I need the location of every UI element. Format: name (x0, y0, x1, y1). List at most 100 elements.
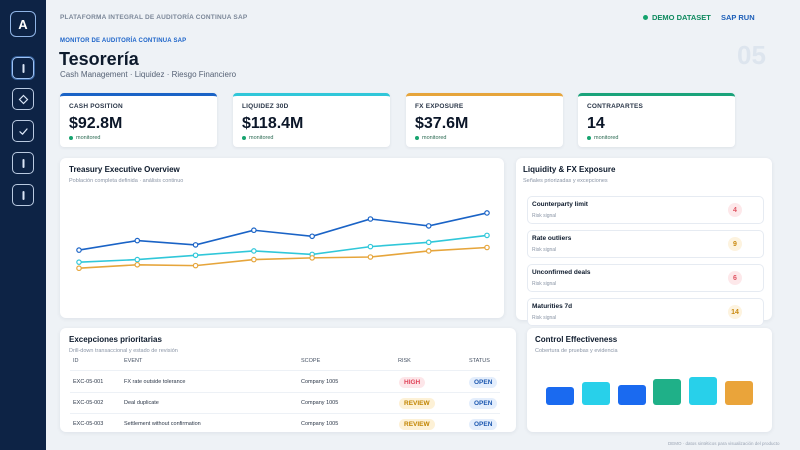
nav-item-controls[interactable] (12, 88, 34, 110)
nav-item-reports[interactable] (12, 152, 34, 174)
kpi-value: 14 (587, 115, 605, 132)
nav-item-review[interactable] (12, 120, 34, 142)
sidebar: A (0, 0, 46, 450)
data-point[interactable] (251, 227, 257, 234)
overview-line-chart (76, 210, 490, 272)
data-point[interactable] (134, 256, 141, 263)
data-point[interactable] (76, 265, 82, 272)
status-dot-icon (587, 136, 591, 140)
data-point[interactable] (192, 262, 199, 269)
exceptions-panel (60, 328, 516, 432)
data-point[interactable] (192, 242, 199, 248)
effectiveness-bar[interactable] (653, 379, 682, 405)
overview-subtitle: Población completa definida · análisis c… (69, 178, 184, 184)
exceptions-title: Excepciones prioritarias (69, 335, 162, 344)
series-line-2 (78, 246, 488, 270)
data-point[interactable] (425, 223, 432, 229)
data-point[interactable] (251, 256, 257, 263)
effectiveness-bar[interactable] (546, 386, 574, 405)
kpi-value: $37.6M (415, 115, 469, 132)
page-subtitle: Cash Management · Liquidez · Riesgo Fina… (60, 70, 237, 79)
row-divider (70, 413, 500, 414)
cell-event: Settlement without confirmation (124, 421, 201, 427)
sap-run-link[interactable]: SAP RUN (721, 13, 755, 22)
effectiveness-bar[interactable] (689, 376, 718, 405)
kpi-value: $118.4M (242, 115, 304, 132)
data-point[interactable] (425, 239, 432, 246)
liquidity-item[interactable]: Counterparty limit Risk signal 4 (527, 196, 764, 224)
data-point[interactable] (425, 248, 432, 254)
kpi-label: LIQUIDEZ 30D (242, 103, 289, 110)
liquidity-title: Liquidity & FX Exposure (523, 165, 616, 174)
control-effectiveness-subtitle: Cobertura de pruebas y evidencia (535, 348, 618, 354)
control-effectiveness-title: Control Effectiveness (535, 335, 618, 344)
effectiveness-bar[interactable] (581, 381, 610, 405)
data-point[interactable] (367, 254, 374, 260)
kpi-status-label: monitored (594, 135, 619, 141)
column-header-status: STATUS (469, 358, 490, 364)
nav-item-settings[interactable] (12, 184, 34, 206)
section-label: MONITOR DE AUDITORÍA CONTINUA SAP (60, 38, 187, 44)
kpi-card-fx-exposure[interactable]: FX EXPOSURE $37.6M monitored (406, 93, 563, 147)
column-header-id: ID (73, 358, 79, 364)
kpi-card-contrapartes[interactable]: CONTRAPARTES 14 monitored (578, 93, 735, 147)
risk-badge: HIGH (399, 377, 426, 388)
data-point[interactable] (367, 243, 374, 250)
demo-dataset-badge[interactable]: DEMO DATASET (643, 13, 711, 22)
liquidity-item-name: Unconfirmed deals (532, 269, 591, 276)
kpi-card-cash-position[interactable]: CASH POSITION $92.8M monitored (60, 93, 217, 147)
kpi-status: monitored (415, 135, 554, 141)
liquidity-item-note: Risk signal (532, 247, 557, 253)
data-point[interactable] (484, 244, 490, 251)
data-point[interactable] (484, 232, 490, 239)
data-point[interactable] (367, 216, 374, 222)
liquidity-item-name: Maturities 7d (532, 303, 573, 310)
data-point[interactable] (251, 248, 257, 254)
data-point[interactable] (192, 252, 199, 259)
liquidity-item[interactable]: Maturities 7d Risk signal 14 (527, 298, 764, 326)
cell-id: EXC-05-003 (73, 421, 104, 427)
cell-scope: Company 1005 (301, 421, 339, 427)
kpi-status: monitored (587, 135, 726, 141)
app-logo[interactable]: A (10, 11, 36, 37)
status-dot-icon (242, 136, 246, 140)
page-number: 05 (737, 40, 766, 70)
kpi-status: monitored (69, 135, 208, 141)
exceptions-subtitle: Drill-down transaccional y estado de rev… (69, 348, 178, 354)
data-point[interactable] (76, 259, 82, 265)
data-point[interactable] (134, 261, 141, 268)
liquidity-item-count: 6 (728, 271, 742, 285)
platform-title: PLATAFORMA INTEGRAL DE AUDITORÍA CONTINU… (60, 14, 248, 21)
liquidity-item[interactable]: Rate outliers Risk signal 9 (527, 230, 764, 258)
status-dot-icon (643, 15, 648, 20)
liquidity-item-count: 4 (728, 203, 742, 217)
status-badge[interactable]: OPEN (469, 377, 498, 388)
overview-title: Treasury Executive Overview (69, 165, 180, 174)
liquidity-item-name: Rate outliers (532, 235, 572, 242)
effectiveness-bar[interactable] (617, 384, 646, 405)
liquidity-item-note: Risk signal (532, 281, 557, 287)
kpi-card-liquidez-30d[interactable]: LIQUIDEZ 30D $118.4M monitored (233, 93, 390, 147)
data-point[interactable] (484, 210, 490, 216)
column-header-scope: SCOPE (301, 358, 321, 364)
status-badge[interactable]: OPEN (469, 419, 498, 430)
cell-scope: Company 1005 (301, 379, 339, 385)
data-point[interactable] (76, 247, 82, 253)
nav-item-dashboard[interactable] (12, 57, 34, 79)
liquidity-item-note: Risk signal (532, 213, 557, 219)
effectiveness-bar[interactable] (725, 381, 753, 405)
status-dot-icon (415, 136, 419, 140)
kpi-status-label: monitored (249, 135, 274, 141)
kpi-label: FX EXPOSURE (415, 103, 464, 110)
data-point[interactable] (309, 255, 315, 261)
status-badge[interactable]: OPEN (469, 398, 498, 409)
cell-scope: Company 1005 (301, 400, 339, 406)
data-point[interactable] (134, 237, 141, 244)
data-point[interactable] (309, 233, 315, 240)
liquidity-item-count: 9 (728, 237, 742, 251)
page-title: Tesorería (59, 49, 139, 69)
cell-id: EXC-05-002 (73, 400, 104, 406)
top-bar: PLATAFORMA INTEGRAL DE AUDITORÍA CONTINU… (46, 0, 800, 36)
kpi-status-label: monitored (422, 135, 447, 141)
liquidity-item[interactable]: Unconfirmed deals Risk signal 6 (527, 264, 764, 292)
